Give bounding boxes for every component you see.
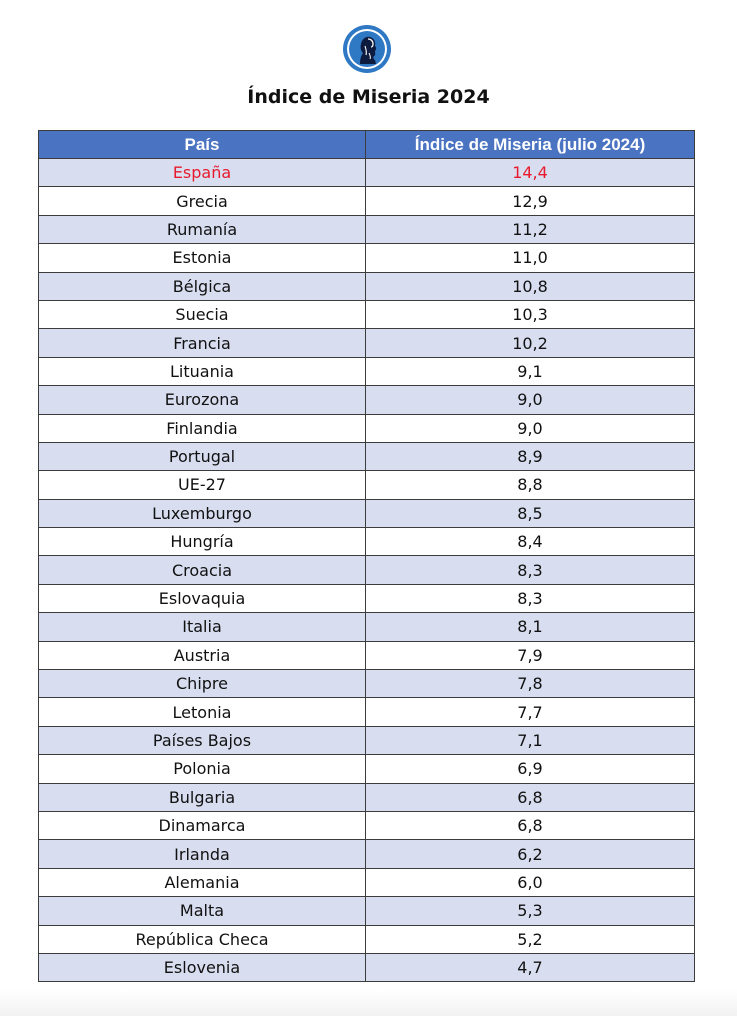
misery-index-value-cell: 8,3 <box>365 583 695 614</box>
misery-index-value-cell: 11,2 <box>365 214 695 245</box>
table-row: Austria 7,9 <box>38 640 695 671</box>
table-row: Finlandia 9,0 <box>38 413 695 443</box>
misery-index-value-cell: 6,8 <box>365 782 695 812</box>
table-row: Malta 5,3 <box>38 896 695 926</box>
country-cell: España <box>38 157 366 188</box>
misery-index-value-cell: 7,9 <box>365 640 695 671</box>
table-row: Rumanía 11,2 <box>38 214 695 245</box>
table-row: Eslovenia 4,7 <box>38 952 695 983</box>
misery-index-value-cell: 8,3 <box>365 555 695 585</box>
misery-index-value-cell: 4,7 <box>365 952 695 983</box>
table-row: Estonia 11,0 <box>38 243 695 273</box>
table-row: Suecia 10,3 <box>38 299 695 330</box>
misery-index-value-cell: 6,0 <box>365 867 695 898</box>
country-cell: Luxemburgo <box>38 498 366 529</box>
country-cell: Alemania <box>38 867 366 898</box>
country-cell: Eslovaquia <box>38 583 366 614</box>
country-cell: Eslovenia <box>38 952 366 983</box>
table-row: Bulgaria 6,8 <box>38 782 695 812</box>
country-cell: Francia <box>38 328 366 358</box>
misery-index-value-cell: 7,1 <box>365 725 695 756</box>
country-cell: Países Bajos <box>38 725 366 756</box>
country-cell: Estonia <box>38 243 366 273</box>
misery-index-value-cell: 10,8 <box>365 271 695 301</box>
country-cell: Lituania <box>38 356 366 387</box>
country-cell: Malta <box>38 896 366 926</box>
country-cell: Chipre <box>38 669 366 699</box>
misery-index-value-cell: 10,2 <box>365 328 695 358</box>
table-row: UE-27 8,8 <box>38 470 695 500</box>
country-cell: UE-27 <box>38 470 366 500</box>
country-cell: Portugal <box>38 441 366 472</box>
country-cell: Letonia <box>38 697 366 727</box>
page-title: Índice de Miseria 2024 <box>247 86 490 108</box>
country-cell: Suecia <box>38 299 366 330</box>
misery-index-value-cell: 5,3 <box>365 896 695 926</box>
country-cell: Polonia <box>38 754 366 784</box>
table-row: Chipre 7,8 <box>38 669 695 699</box>
table-row: Letonia 7,7 <box>38 697 695 727</box>
misery-index-value-cell: 8,1 <box>365 612 695 642</box>
page-bottom-shadow <box>0 990 737 1016</box>
misery-index-value-cell: 7,7 <box>365 697 695 727</box>
misery-index-value-cell: 9,0 <box>365 413 695 443</box>
country-cell: Dinamarca <box>38 810 366 841</box>
country-cell: Bélgica <box>38 271 366 301</box>
table-row: Luxemburgo 8,5 <box>38 498 695 529</box>
table-row: Dinamarca 6,8 <box>38 810 695 841</box>
country-cell: Irlanda <box>38 839 366 869</box>
table-row: Eurozona 9,0 <box>38 385 695 415</box>
table-row: Alemania 6,0 <box>38 867 695 898</box>
misery-index-value-cell: 8,9 <box>365 441 695 472</box>
misery-index-value-cell: 6,2 <box>365 839 695 869</box>
country-cell: Italia <box>38 612 366 642</box>
misery-index-value-cell: 8,8 <box>365 470 695 500</box>
misery-index-value-cell: 6,9 <box>365 754 695 784</box>
table-row: Francia 10,2 <box>38 328 695 358</box>
country-cell: Hungría <box>38 527 366 557</box>
misery-index-value-cell: 11,0 <box>365 243 695 273</box>
misery-index-table: País Índice de Miseria (julio 2024) Espa… <box>38 130 695 983</box>
country-cell: Eurozona <box>38 385 366 415</box>
table-row: Portugal 8,9 <box>38 441 695 472</box>
country-cell: República Checa <box>38 924 366 954</box>
table-row: Grecia 12,9 <box>38 186 695 216</box>
table-row: Lituania 9,1 <box>38 356 695 387</box>
table-header-row: País Índice de Miseria (julio 2024) <box>38 130 695 159</box>
misery-index-value-cell: 7,8 <box>365 669 695 699</box>
misery-index-value-cell: 8,5 <box>365 498 695 529</box>
misery-index-value-cell: 12,9 <box>365 186 695 216</box>
misery-index-value-cell: 9,1 <box>365 356 695 387</box>
bust-profile-logo-icon <box>342 24 392 74</box>
table-row: Bélgica 10,8 <box>38 271 695 301</box>
table-row: Croacia 8,3 <box>38 555 695 585</box>
misery-index-value-cell: 8,4 <box>365 527 695 557</box>
table-row: Polonia 6,9 <box>38 754 695 784</box>
misery-index-value-cell: 9,0 <box>365 385 695 415</box>
misery-index-value-cell: 10,3 <box>365 299 695 330</box>
country-cell: Rumanía <box>38 214 366 245</box>
column-header-country: País <box>38 130 366 159</box>
misery-index-value-cell: 6,8 <box>365 810 695 841</box>
column-header-misery-index: Índice de Miseria (julio 2024) <box>365 130 695 159</box>
misery-index-value-cell: 5,2 <box>365 924 695 954</box>
table-row: Irlanda 6,2 <box>38 839 695 869</box>
table-row: Hungría 8,4 <box>38 527 695 557</box>
country-cell: Bulgaria <box>38 782 366 812</box>
country-cell: Finlandia <box>38 413 366 443</box>
country-cell: Austria <box>38 640 366 671</box>
table-row: República Checa 5,2 <box>38 924 695 954</box>
table-row: Eslovaquia 8,3 <box>38 583 695 614</box>
table-row: España 14,4 <box>38 157 695 188</box>
table-row: Países Bajos 7,1 <box>38 725 695 756</box>
misery-index-value-cell: 14,4 <box>365 157 695 188</box>
country-cell: Grecia <box>38 186 366 216</box>
country-cell: Croacia <box>38 555 366 585</box>
table-row: Italia 8,1 <box>38 612 695 642</box>
